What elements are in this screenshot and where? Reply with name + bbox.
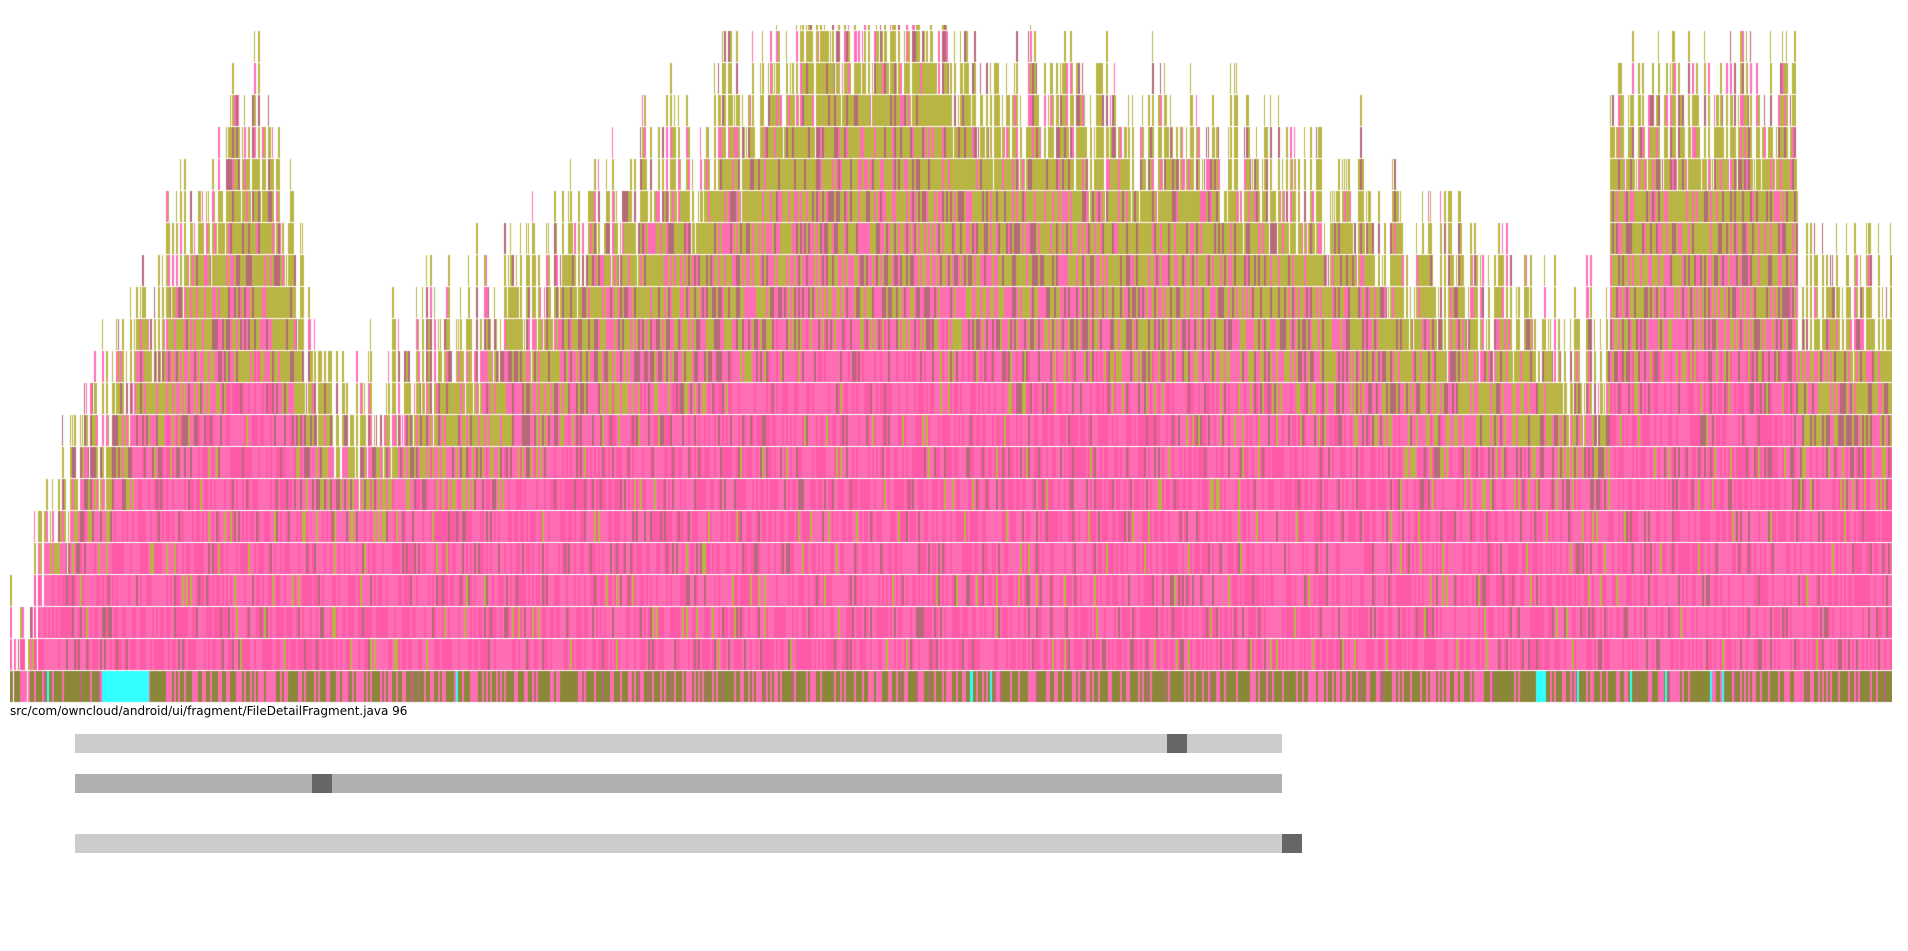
- slider-middle[interactable]: [75, 774, 1282, 793]
- slider-middle-track[interactable]: [75, 774, 1282, 793]
- slider-bottom-thumb[interactable]: [1282, 834, 1302, 853]
- slider-bottom-track[interactable]: [75, 834, 1282, 853]
- slider-middle-thumb[interactable]: [312, 774, 332, 793]
- slider-top[interactable]: [75, 734, 1282, 753]
- file-path-status: src/com/owncloud/android/ui/fragment/Fil…: [10, 704, 408, 718]
- slider-bottom[interactable]: [75, 834, 1302, 853]
- slider-top-thumb[interactable]: [1167, 734, 1187, 753]
- code-history-visualization[interactable]: [10, 25, 1892, 703]
- slider-top-track[interactable]: [75, 734, 1282, 753]
